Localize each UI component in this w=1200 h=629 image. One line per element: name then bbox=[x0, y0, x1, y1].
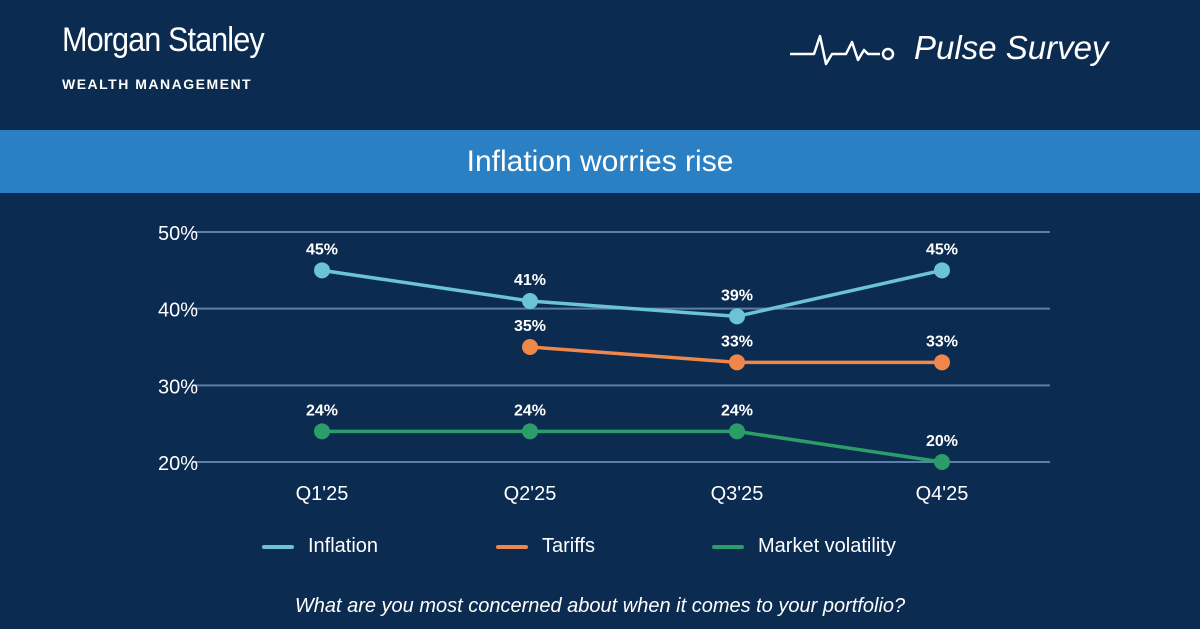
y-tick-label: 50% bbox=[158, 223, 198, 245]
legend-swatch bbox=[262, 544, 294, 549]
y-tick-label: 20% bbox=[158, 453, 198, 475]
line-chart: 20% 30% 40% 50% Q1'25 Q2'25 Q3'25 Q4'25 45% 41% 39… bbox=[158, 223, 1050, 505]
data-label: 35% bbox=[514, 318, 546, 335]
data-point bbox=[522, 423, 538, 440]
data-point bbox=[934, 354, 950, 371]
brand-subtitle: WEALTH MANAGEMENT bbox=[62, 76, 253, 92]
data-label: 39% bbox=[721, 287, 753, 304]
data-label: 33% bbox=[926, 333, 958, 350]
data-point bbox=[314, 262, 330, 279]
data-point bbox=[934, 262, 950, 279]
legend-swatch bbox=[712, 544, 744, 549]
series-line-inflation bbox=[321, 268, 943, 319]
y-tick-label: 40% bbox=[158, 300, 198, 322]
data-label: 45% bbox=[926, 241, 958, 258]
data-label: 41% bbox=[514, 272, 546, 289]
data-label: 20% bbox=[926, 433, 958, 450]
survey-question: What are you most concerned about when i… bbox=[294, 595, 906, 617]
x-tick-label: Q3'25 bbox=[711, 483, 764, 505]
brand-logo: Morgan Stanley WEALTH MANAGEMENT bbox=[62, 20, 286, 92]
legend-item-market-volatility: Market volatility bbox=[712, 535, 896, 558]
data-label: 45% bbox=[306, 241, 338, 258]
legend-label: Market volatility bbox=[758, 535, 896, 557]
x-tick-label: Q4'25 bbox=[916, 483, 969, 505]
series-line-market-volatility bbox=[322, 429, 943, 464]
legend-item-inflation: Inflation bbox=[262, 535, 378, 558]
data-label: 33% bbox=[721, 333, 753, 350]
x-tick-label: Q2'25 bbox=[504, 483, 557, 505]
data-point bbox=[314, 423, 330, 440]
title-band: Inflation worries rise bbox=[0, 130, 1200, 193]
x-tick-label: Q1'25 bbox=[296, 483, 349, 505]
y-tick-label: 30% bbox=[158, 376, 198, 398]
pulse-survey-logo: Pulse Survey bbox=[788, 28, 1108, 68]
legend-label: Tariffs bbox=[542, 535, 595, 557]
survey-name: Pulse Survey bbox=[914, 29, 1109, 66]
chart-title: Inflation worries rise bbox=[466, 144, 734, 178]
data-point bbox=[522, 293, 538, 309]
legend-swatch bbox=[496, 544, 528, 549]
data-point bbox=[729, 423, 745, 440]
data-point bbox=[729, 354, 745, 371]
brand-name: Morgan Stanley bbox=[62, 21, 265, 59]
legend-item-tariffs: Tariffs bbox=[496, 535, 595, 558]
data-point bbox=[729, 308, 745, 325]
data-label: 24% bbox=[721, 402, 753, 419]
data-label: 24% bbox=[306, 402, 338, 419]
pulse-heartbeat-icon bbox=[790, 34, 895, 66]
legend-label: Inflation bbox=[308, 535, 379, 557]
data-label: 24% bbox=[514, 402, 546, 419]
data-point bbox=[522, 339, 538, 355]
data-point bbox=[934, 454, 950, 470]
